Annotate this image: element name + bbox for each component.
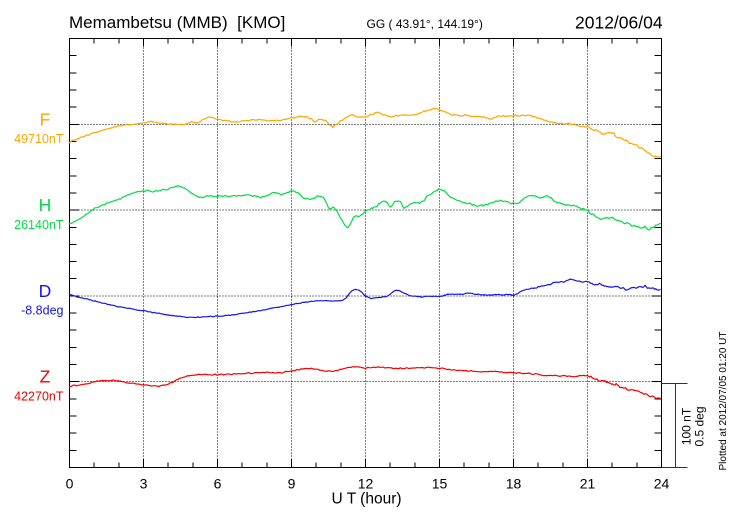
- svg-text:F: F: [40, 109, 51, 129]
- svg-text:3: 3: [140, 476, 148, 492]
- svg-text:2012/06/04: 2012/06/04: [575, 13, 663, 33]
- svg-text:H: H: [39, 195, 52, 215]
- svg-text:18: 18: [506, 476, 522, 492]
- svg-text:15: 15: [432, 476, 448, 492]
- svg-text:Memambetsu (MMB) [KMO]: Memambetsu (MMB) [KMO]: [69, 13, 285, 32]
- svg-text:D: D: [39, 281, 52, 301]
- svg-text:U T (hour): U T (hour): [331, 491, 401, 508]
- svg-text:6: 6: [214, 476, 222, 492]
- svg-text:42270nT: 42270nT: [14, 389, 64, 403]
- svg-text:49710nT: 49710nT: [14, 132, 64, 146]
- svg-text:21: 21: [580, 476, 596, 492]
- svg-text:12: 12: [358, 476, 374, 492]
- svg-text:0.5 deg: 0.5 deg: [693, 406, 707, 446]
- svg-text:100 nT: 100 nT: [680, 407, 694, 445]
- svg-text:9: 9: [288, 476, 296, 492]
- svg-text:Z: Z: [40, 367, 51, 387]
- svg-text:Plotted at 2012/07/05 01:20 UT: Plotted at 2012/07/05 01:20 UT: [718, 332, 729, 471]
- svg-text:24: 24: [654, 476, 670, 492]
- svg-text:GG ( 43.91°, 144.19°): GG ( 43.91°, 144.19°): [367, 17, 483, 31]
- svg-text:0: 0: [66, 476, 74, 492]
- svg-text:-8.8deg: -8.8deg: [21, 304, 63, 318]
- svg-text:26140nT: 26140nT: [14, 218, 64, 232]
